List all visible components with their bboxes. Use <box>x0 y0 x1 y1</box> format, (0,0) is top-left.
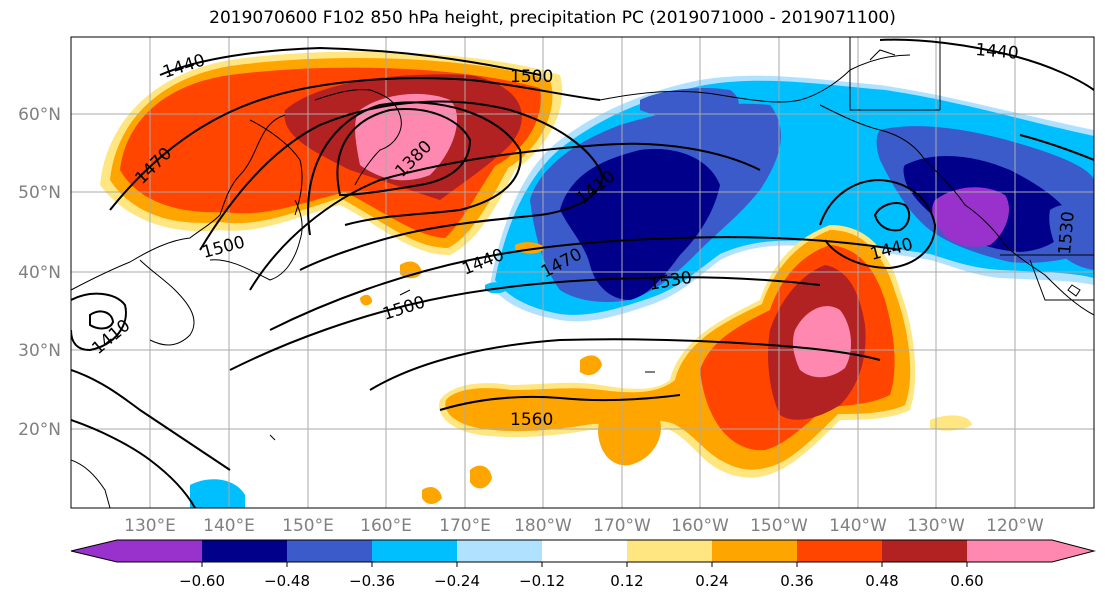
colorbar-segment <box>967 540 1094 562</box>
lon-label: 160°W <box>671 516 729 536</box>
contour-label: 1530 <box>1055 211 1079 256</box>
longitude-labels: 130°E 140°E 150°E 160°E 170°E 180°W 170°… <box>124 516 1044 536</box>
colorbar-tick: −0.12 <box>519 572 565 590</box>
contour-label: 1440 <box>975 40 1020 64</box>
lon-label: 150°W <box>750 516 808 536</box>
lon-label: 140°E <box>203 516 255 536</box>
colorbar-outline <box>70 539 1096 563</box>
lon-label: 160°E <box>360 516 412 536</box>
coastlines <box>71 37 1094 508</box>
colorbar-tick: −0.24 <box>434 572 480 590</box>
small-anomaly-patches <box>190 204 1094 508</box>
lon-label: 150°E <box>282 516 334 536</box>
contour-label: 1560 <box>510 410 553 430</box>
colorbar-segment <box>797 540 882 562</box>
colorbar-segment <box>882 540 967 562</box>
lat-label: 20°N <box>18 420 61 440</box>
lon-label: 170°W <box>593 516 651 536</box>
negative-anomaly-north <box>490 75 1094 322</box>
lon-label: 120°W <box>986 516 1044 536</box>
colorbar-segment <box>457 540 542 562</box>
colorbar-segment <box>202 540 287 562</box>
colorbar-tick: −0.48 <box>264 572 310 590</box>
colorbar-segment <box>287 540 372 562</box>
lon-label: 130°E <box>124 516 176 536</box>
lon-label: 140°W <box>829 516 887 536</box>
colorbar-tick: 0.60 <box>950 572 983 590</box>
lat-label: 50°N <box>18 183 61 203</box>
map-frame <box>70 36 1095 509</box>
map-title: 2019070600 F102 850 hPa height, precipit… <box>209 8 896 28</box>
colorbar: −0.60 −0.48 −0.36 −0.24 −0.12 0.12 0.24 … <box>70 539 1096 590</box>
colorbar-segment <box>542 540 627 562</box>
colorbar-tick: 0.24 <box>695 572 728 590</box>
lon-label: 130°W <box>907 516 965 536</box>
contour-label: 1500 <box>510 67 553 87</box>
colorbar-tick: 0.48 <box>865 572 898 590</box>
colorbar-segment <box>712 540 797 562</box>
lat-label: 60°N <box>18 105 61 125</box>
lon-label: 180°W <box>514 516 572 536</box>
colorbar-segment <box>627 540 712 562</box>
lat-label: 40°N <box>18 263 61 283</box>
colorbar-segment <box>372 540 457 562</box>
latitude-labels: 60°N 50°N 40°N 30°N 20°N <box>18 105 61 440</box>
graticule <box>71 37 1094 508</box>
lon-label: 170°E <box>439 516 491 536</box>
colorbar-tick: −0.36 <box>349 572 395 590</box>
colorbar-tick: 0.36 <box>780 572 813 590</box>
colorbar-segment <box>71 540 202 562</box>
colorbar-tick: −0.60 <box>179 572 225 590</box>
colorbar-tick: 0.12 <box>610 572 643 590</box>
height-contours <box>71 38 1094 508</box>
lat-label: 30°N <box>18 341 61 361</box>
